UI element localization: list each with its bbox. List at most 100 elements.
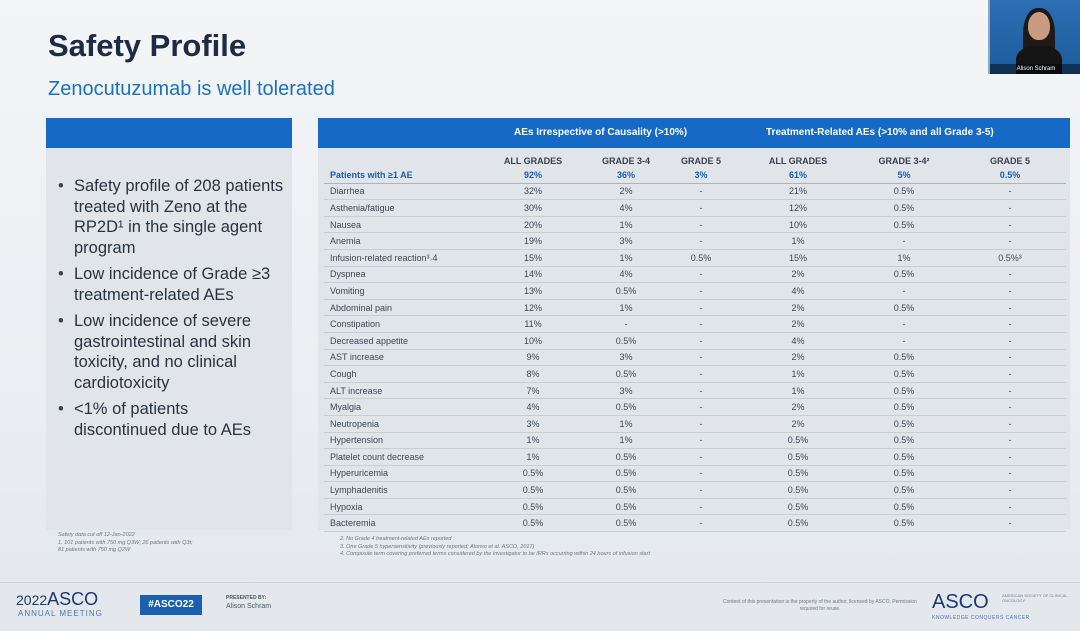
- ae-term-cell: Decreased appetite: [324, 332, 474, 350]
- table-row: Infusion-related reaction³˒4 15% 1% 0.5% 15%…: [324, 249, 1066, 267]
- ae-value-cell: 0.5%: [474, 498, 592, 516]
- ae-value-cell: 1%: [592, 415, 660, 433]
- ae-value-cell: 14%: [474, 266, 592, 284]
- ae-value-cell: -: [660, 332, 742, 350]
- asco-tagline: KNOWLEDGE CONQUERS CANCER: [932, 615, 1030, 621]
- ae-value-cell: 0.5%: [854, 514, 954, 533]
- ae-value-cell: 2%: [742, 415, 854, 433]
- table-row: Vomiting 13% 0.5% -4% - -: [324, 282, 1066, 300]
- table-row: Myalgia 4% 0.5% -2% 0.5% -: [324, 398, 1066, 416]
- group-header-causality: AEs Irrespective of Causality (>10%): [514, 127, 688, 138]
- ae-value-cell: -: [660, 498, 742, 516]
- ae-value-cell: 8%: [474, 365, 592, 383]
- ae-value-cell: 0.5%: [854, 415, 954, 433]
- ae-value-cell: 0.5%: [742, 465, 854, 483]
- ae-value-cell: 21%: [742, 183, 854, 201]
- bullet-item: Safety profile of 208 patients treated w…: [58, 176, 284, 258]
- ae-value-cell: -: [660, 514, 742, 533]
- bullet-panel: Safety profile of 208 patients treated w…: [46, 118, 292, 530]
- ae-value-cell: 0.5%: [742, 448, 854, 466]
- column-header: ALL GRADES: [768, 155, 828, 166]
- ae-value-cell: 12%: [742, 199, 854, 217]
- presenter-name: Alison Schram: [226, 603, 272, 610]
- ae-value-cell: 36%: [592, 167, 660, 184]
- ae-value-cell: 0.5%: [854, 382, 954, 400]
- ae-value-cell: -: [660, 481, 742, 499]
- table-row: Constipation 11% - -2% - -: [324, 315, 1066, 333]
- ae-value-cell: 0.5%: [854, 199, 954, 217]
- ae-value-cell: 0.5%: [854, 365, 954, 383]
- footnote: 2. No Grade 4 treatment-related AEs repo…: [340, 536, 452, 542]
- ae-value-cell: 20%: [474, 216, 592, 234]
- footnotes-right: 2. No Grade 4 treatment-related AEs repo…: [340, 536, 900, 559]
- ae-value-cell: 0.5%: [854, 266, 954, 284]
- footnote: 1. 101 patients with 750 mg Q3W; 26 pati…: [58, 539, 193, 546]
- table-row: AST increase 9% 3% -2% 0.5% -: [324, 349, 1066, 367]
- ae-term-cell: Vomiting: [324, 282, 474, 300]
- table-row: Nausea 20% 1% -10% 0.5% -: [324, 216, 1066, 234]
- ae-value-cell: -: [660, 382, 742, 400]
- ae-value-cell: 0.5%: [854, 183, 954, 201]
- ae-value-cell: -: [660, 199, 742, 217]
- ae-value-cell: -: [660, 398, 742, 416]
- ae-value-cell: -: [954, 183, 1066, 201]
- copyright-notice: Content of this presentation is the prop…: [723, 599, 917, 612]
- footnote: Safety data cut off 12-Jan-2022: [58, 532, 135, 538]
- ae-value-cell: -: [954, 514, 1066, 533]
- ae-value-cell: 0.5%: [474, 481, 592, 499]
- ae-value-cell: 2%: [742, 266, 854, 284]
- ae-value-cell: 4%: [742, 282, 854, 300]
- ae-value-cell: 0.5%: [742, 481, 854, 499]
- ae-term-cell: Infusion-related reaction³˒4: [324, 249, 474, 267]
- table-row: Platelet count decrease 1% 0.5% -0.5% 0.5% -: [324, 448, 1066, 466]
- ae-term-cell: Neutropenia: [324, 415, 474, 433]
- ae-value-cell: 30%: [474, 199, 592, 217]
- ae-value-cell: 4%: [474, 398, 592, 416]
- table-header-row: ALL GRADES GRADE 3-4 GRADE 5 ALL GRADES …: [324, 154, 1066, 167]
- table-row: Hypertension 1% 1% -0.5% 0.5% -: [324, 432, 1066, 450]
- ae-value-cell: 7%: [474, 382, 592, 400]
- ae-value-cell: -: [954, 465, 1066, 483]
- table-summary-row: Patients with ≥1 AE 92% 36% 3% 61% 5% 0.5%: [324, 167, 1066, 184]
- meeting-year: 2022: [16, 592, 48, 608]
- ae-value-cell: -: [954, 398, 1066, 416]
- ae-term-cell: Anemia: [324, 232, 474, 250]
- ae-value-cell: -: [954, 266, 1066, 284]
- column-header: GRADE 3-4²: [878, 155, 930, 166]
- column-header: GRADE 5: [989, 155, 1030, 166]
- table-row: Cough 8% 0.5% -1% 0.5% -: [324, 365, 1066, 383]
- page-subtitle: Zenocutuzumab is well tolerated: [48, 78, 335, 100]
- bullet-item: <1% of patients discontinued due to AEs: [58, 399, 284, 440]
- ae-value-cell: 0.5%: [854, 216, 954, 234]
- ae-value-cell: -: [954, 415, 1066, 433]
- ae-value-cell: 61%: [742, 167, 854, 184]
- ae-value-cell: -: [660, 465, 742, 483]
- ae-value-cell: 0.5%: [592, 398, 660, 416]
- footnote: 3. One Grade 5 hypersensitivity (previou…: [340, 543, 535, 550]
- table-row: Asthenia/fatigue 30% 4% -12% 0.5% -: [324, 199, 1066, 217]
- ae-value-cell: 1%: [592, 432, 660, 450]
- ae-value-cell: 0.5%: [742, 498, 854, 516]
- group-header-treatment-related: Treatment-Related AEs (>10% and all Grad…: [766, 127, 994, 138]
- ae-value-cell: -: [954, 432, 1066, 450]
- column-header: GRADE 3-4: [601, 155, 650, 166]
- ae-value-cell: 0.5%: [854, 349, 954, 367]
- table-row: Decreased appetite 10% 0.5% -4% - -: [324, 332, 1066, 350]
- ae-value-cell: 0.5%: [592, 448, 660, 466]
- column-header: [324, 154, 474, 167]
- ae-value-cell: 1%: [742, 365, 854, 383]
- ae-value-cell: -: [660, 299, 742, 317]
- ae-value-cell: 0.5%: [954, 167, 1066, 184]
- ae-value-cell: 15%: [742, 249, 854, 267]
- ae-value-cell: 0.5%: [854, 448, 954, 466]
- ae-value-cell: 0.5%: [592, 514, 660, 533]
- ae-term-cell: Hyperuricemia: [324, 465, 474, 483]
- table-row: Lymphadenitis 0.5% 0.5% -0.5% 0.5% -: [324, 481, 1066, 499]
- ae-value-cell: 2%: [592, 183, 660, 201]
- ae-value-cell: 32%: [474, 183, 592, 201]
- ae-value-cell: -: [660, 216, 742, 234]
- column-header: ALL GRADES: [503, 155, 563, 166]
- ae-value-cell: 1%: [742, 382, 854, 400]
- footnotes-left: Safety data cut off 12-Jan-2022 1. 101 p…: [58, 532, 318, 555]
